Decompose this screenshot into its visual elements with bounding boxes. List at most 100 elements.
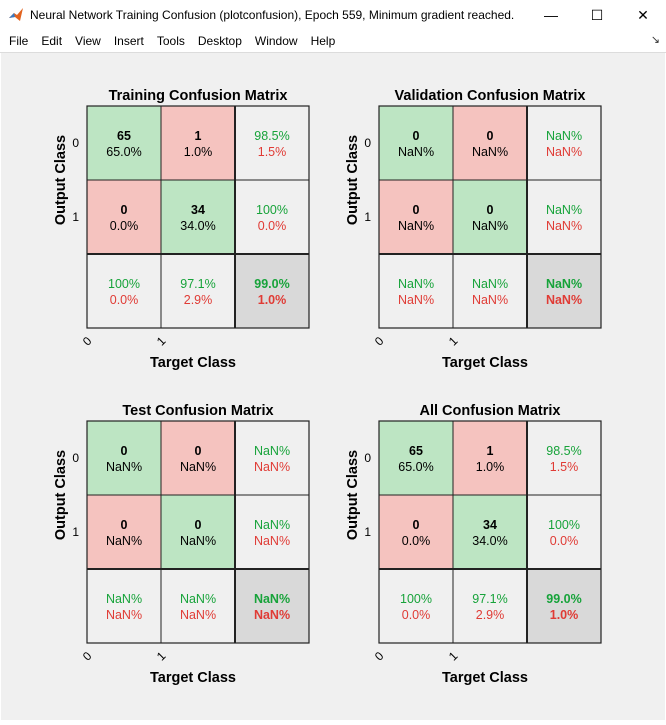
error-percent: 1.5%	[258, 145, 287, 159]
summary-cell	[378, 253, 454, 329]
maximize-button[interactable]: ☐	[590, 6, 604, 23]
correct-cell	[378, 420, 454, 496]
y-tick-label: 1	[72, 210, 79, 224]
y-axis-label: Output Class	[345, 135, 361, 225]
correct-cell	[160, 179, 236, 255]
x-tick-label: 1	[446, 334, 461, 349]
y-tick-label: 1	[364, 525, 371, 539]
error-percent: NaN%	[546, 145, 582, 159]
cell-count: 0	[487, 129, 494, 143]
cell-count: 65	[117, 129, 131, 143]
accuracy-percent: 97.1%	[180, 277, 215, 291]
cell-percent: 34.0%	[472, 534, 507, 548]
menu-tools[interactable]: Tools	[156, 34, 185, 48]
confusion-plots: Training Confusion Matrix 65 65.0% 1 1.0% 98.…	[53, 88, 602, 686]
menu-insert[interactable]: Insert	[113, 34, 144, 48]
error-percent: 2.9%	[476, 608, 505, 622]
error-percent: 2.9%	[184, 293, 213, 307]
close-button[interactable]: ✕	[637, 6, 649, 23]
error-percent: 1.5%	[550, 460, 579, 474]
incorrect-cell	[378, 179, 454, 255]
matrix-title: Validation Confusion Matrix	[395, 88, 586, 104]
incorrect-cell	[160, 420, 236, 496]
summary-cell	[526, 494, 602, 570]
minimize-button[interactable]: —	[544, 7, 558, 23]
summary-cell	[526, 420, 602, 496]
summary-cell	[160, 568, 236, 644]
x-tick-label: 1	[446, 649, 461, 664]
summary-cell	[234, 105, 310, 181]
cell-count: 0	[121, 203, 128, 217]
matrix-title: All Confusion Matrix	[420, 403, 561, 419]
cell-percent: NaN%	[398, 145, 434, 159]
total-cell	[526, 253, 602, 329]
summary-cell	[234, 494, 310, 570]
accuracy-percent: 99.0%	[254, 277, 289, 291]
matrix-border	[86, 105, 310, 329]
x-axis-label: Target Class	[150, 670, 236, 686]
summary-cell	[86, 568, 162, 644]
summary-cell	[234, 420, 310, 496]
accuracy-percent: NaN%	[546, 203, 582, 217]
y-axis-label: Output Class	[53, 135, 69, 225]
cell-percent: NaN%	[180, 534, 216, 548]
accuracy-percent: 99.0%	[546, 592, 581, 606]
summary-cell	[526, 105, 602, 181]
cell-percent: 65.0%	[398, 460, 433, 474]
incorrect-cell	[452, 420, 528, 496]
x-tick-label: 0	[372, 649, 387, 664]
cell-percent: 0.0%	[402, 534, 431, 548]
cell-count: 1	[195, 129, 202, 143]
cell-percent: 34.0%	[180, 219, 215, 233]
cell-percent: NaN%	[472, 145, 508, 159]
menu-window[interactable]: Window	[254, 34, 298, 48]
incorrect-cell	[378, 494, 454, 570]
error-percent: NaN%	[546, 219, 582, 233]
error-percent: 0.0%	[258, 219, 287, 233]
menu-view[interactable]: View	[75, 34, 101, 48]
summary-cell	[378, 568, 454, 644]
error-percent: NaN%	[254, 608, 290, 622]
cell-percent: NaN%	[106, 460, 142, 474]
matlab-logo-icon	[9, 8, 23, 21]
title-bar[interactable]: Neural Network Training Confusion (plotc…	[0, 0, 666, 31]
accuracy-percent: 97.1%	[472, 592, 507, 606]
cell-percent: 1.0%	[184, 145, 213, 159]
y-tick-label: 1	[364, 210, 371, 224]
accuracy-percent: 98.5%	[254, 129, 289, 143]
x-tick-label: 1	[154, 334, 169, 349]
accuracy-percent: 98.5%	[546, 444, 581, 458]
total-cell	[234, 568, 310, 644]
cell-percent: 65.0%	[106, 145, 141, 159]
error-percent: 1.0%	[258, 293, 287, 307]
accuracy-percent: NaN%	[180, 592, 216, 606]
total-cell	[526, 568, 602, 644]
matrix-border	[378, 420, 602, 644]
cell-percent: 1.0%	[476, 460, 505, 474]
confusion-matrix-1: Validation Confusion Matrix 0 NaN% 0 NaN% NaN…	[345, 88, 602, 371]
menu-file[interactable]: File	[9, 34, 29, 48]
window-title: Neural Network Training Confusion (plotc…	[30, 8, 515, 22]
cell-percent: 0.0%	[110, 219, 139, 233]
menu-help[interactable]: Help	[310, 34, 336, 48]
accuracy-percent: 100%	[548, 518, 580, 532]
x-axis-label: Target Class	[150, 355, 236, 371]
incorrect-cell	[452, 105, 528, 181]
menu-bar: File Edit View Insert Tools Desktop Wind…	[0, 30, 666, 53]
y-tick-label: 0	[72, 136, 79, 150]
cell-percent: NaN%	[180, 460, 216, 474]
accuracy-percent: NaN%	[472, 277, 508, 291]
cell-percent: NaN%	[398, 219, 434, 233]
error-percent: NaN%	[398, 293, 434, 307]
menu-desktop[interactable]: Desktop	[197, 34, 242, 48]
correct-cell	[452, 494, 528, 570]
y-tick-label: 0	[72, 451, 79, 465]
summary-cell	[86, 253, 162, 329]
cell-count: 0	[413, 129, 420, 143]
menu-edit[interactable]: Edit	[41, 34, 63, 48]
dock-arrow-icon[interactable]: ↘	[650, 34, 660, 46]
cell-count: 34	[191, 203, 205, 217]
cell-percent: NaN%	[106, 534, 142, 548]
incorrect-cell	[160, 105, 236, 181]
accuracy-percent: NaN%	[106, 592, 142, 606]
